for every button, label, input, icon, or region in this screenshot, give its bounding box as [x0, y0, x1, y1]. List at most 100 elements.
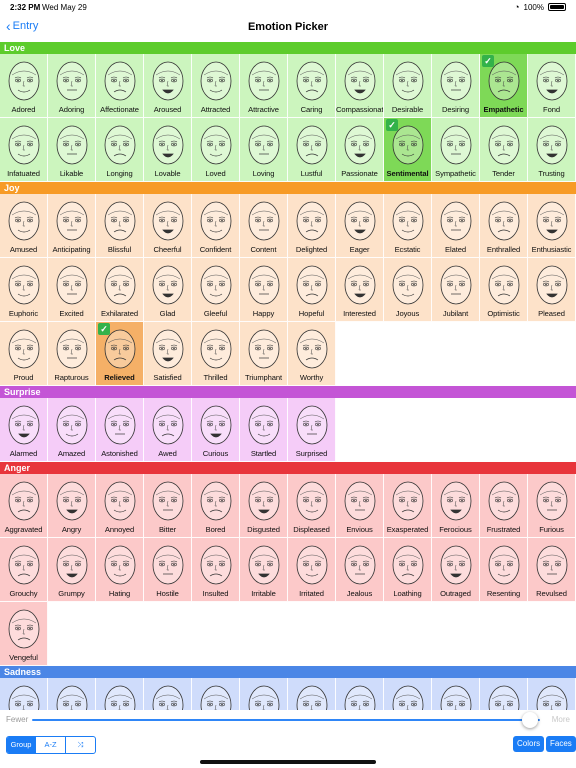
emotion-cell[interactable] [288, 678, 336, 710]
emotion-cell-excited[interactable]: Excited [48, 258, 96, 322]
az-segment[interactable]: A-Z [36, 737, 66, 753]
emotion-cell-caring[interactable]: Caring [288, 54, 336, 118]
emotion-cell-startled[interactable]: Startled [240, 398, 288, 462]
emotion-cell-hostile[interactable]: Hostile [144, 538, 192, 602]
emotion-cell-rapturous[interactable]: Rapturous [48, 322, 96, 386]
emotion-cell-bored[interactable]: Bored [192, 474, 240, 538]
emotion-cell-worthy[interactable]: Worthy [288, 322, 336, 386]
slider-track[interactable] [32, 719, 540, 721]
emotion-cell-thrilled[interactable]: Thrilled [192, 322, 240, 386]
emotion-cell-bitter[interactable]: Bitter [144, 474, 192, 538]
emotion-cell-displeased[interactable]: Displeased [288, 474, 336, 538]
emotion-cell-tender[interactable]: Tender [480, 118, 528, 182]
emotion-cell-hating[interactable]: Hating [96, 538, 144, 602]
emotion-cell-hopeful[interactable]: Hopeful [288, 258, 336, 322]
emotion-cell[interactable] [96, 678, 144, 710]
emotion-cell-sympathetic[interactable]: Sympathetic [432, 118, 480, 182]
emotion-cell-exasperated[interactable]: Exasperated [384, 474, 432, 538]
emotion-cell-elated[interactable]: Elated [432, 194, 480, 258]
emotion-cell-insulted[interactable]: Insulted [192, 538, 240, 602]
emotion-cell-curious[interactable]: Curious [192, 398, 240, 462]
emotion-cell-eager[interactable]: Eager [336, 194, 384, 258]
emotion-cell-euphoric[interactable]: Euphoric [0, 258, 48, 322]
emotion-cell-affectionate[interactable]: Affectionate [96, 54, 144, 118]
emotion-cell-optimistic[interactable]: Optimistic [480, 258, 528, 322]
emotion-cell-content[interactable]: Content [240, 194, 288, 258]
emotion-cell-attracted[interactable]: Attracted [192, 54, 240, 118]
emotion-cell-satisfied[interactable]: Satisfied [144, 322, 192, 386]
emotion-cell-aroused[interactable]: Aroused [144, 54, 192, 118]
emotion-cell-empathetic[interactable]: ✓ Empathetic [480, 54, 528, 118]
emotion-cell[interactable] [384, 678, 432, 710]
emotion-cell[interactable] [480, 678, 528, 710]
emotion-cell-proud[interactable]: Proud [0, 322, 48, 386]
emotion-cell-pleased[interactable]: Pleased [528, 258, 576, 322]
emotion-cell-blissful[interactable]: Blissful [96, 194, 144, 258]
emotion-cell-exhilarated[interactable]: Exhilarated [96, 258, 144, 322]
emotion-cell-furious[interactable]: Furious [528, 474, 576, 538]
emotion-cell[interactable] [432, 678, 480, 710]
slider-thumb[interactable] [521, 712, 538, 728]
emotion-cell-jealous[interactable]: Jealous [336, 538, 384, 602]
emotion-cell[interactable] [0, 678, 48, 710]
emotion-cell[interactable] [240, 678, 288, 710]
emotion-cell-lovable[interactable]: Lovable [144, 118, 192, 182]
colors-button[interactable]: Colors [513, 736, 545, 752]
emotion-cell-annoyed[interactable]: Annoyed [96, 474, 144, 538]
emotion-cell[interactable] [192, 678, 240, 710]
emotion-cell[interactable] [528, 678, 576, 710]
emotion-cell-delighted[interactable]: Delighted [288, 194, 336, 258]
emotion-cell[interactable] [336, 678, 384, 710]
emotion-cell-interested[interactable]: Interested [336, 258, 384, 322]
emotion-cell-infatuated[interactable]: Infatuated [0, 118, 48, 182]
emotion-cell-gleeful[interactable]: Gleeful [192, 258, 240, 322]
emotion-cell-likable[interactable]: Likable [48, 118, 96, 182]
emotion-cell[interactable] [144, 678, 192, 710]
emotion-cell-resenting[interactable]: Resenting [480, 538, 528, 602]
emotion-cell-happy[interactable]: Happy [240, 258, 288, 322]
emotion-cell-sentimental[interactable]: ✓ Sentimental [384, 118, 432, 182]
emotion-cell-amazed[interactable]: Amazed [48, 398, 96, 462]
emotion-cell-awed[interactable]: Awed [144, 398, 192, 462]
emotion-cell-joyous[interactable]: Joyous [384, 258, 432, 322]
emotion-cell-jubilant[interactable]: Jubilant [432, 258, 480, 322]
emotion-cell-anticipating[interactable]: Anticipating [48, 194, 96, 258]
emotion-cell-enthusiastic[interactable]: Enthusiastic [528, 194, 576, 258]
emotion-cell-adored[interactable]: Adored [0, 54, 48, 118]
emotion-cell-loving[interactable]: Loving [240, 118, 288, 182]
emotion-cell-astonished[interactable]: Astonished [96, 398, 144, 462]
emotion-cell-irritated[interactable]: Irritated [288, 538, 336, 602]
emotion-cell-enthralled[interactable]: Enthralled [480, 194, 528, 258]
emotion-cell-adoring[interactable]: Adoring [48, 54, 96, 118]
emotion-cell-frustrated[interactable]: Frustrated [480, 474, 528, 538]
emotion-cell-desirable[interactable]: Desirable [384, 54, 432, 118]
emotion-list[interactable]: Love Adored Adoring Affectionate Aroused Attr… [0, 42, 576, 710]
back-button[interactable]: ‹ Entry [6, 19, 38, 33]
emotion-cell-grouchy[interactable]: Grouchy [0, 538, 48, 602]
emotion-cell-envious[interactable]: Envious [336, 474, 384, 538]
emotion-cell-longing[interactable]: Longing [96, 118, 144, 182]
emotion-cell[interactable] [48, 678, 96, 710]
emotion-cell-loved[interactable]: Loved [192, 118, 240, 182]
emotion-cell-loathing[interactable]: Loathing [384, 538, 432, 602]
emotion-cell-disgusted[interactable]: Disgusted [240, 474, 288, 538]
faces-button[interactable]: Faces [546, 736, 576, 752]
emotion-cell-surprised[interactable]: Surprised [288, 398, 336, 462]
emotion-cell-grumpy[interactable]: Grumpy [48, 538, 96, 602]
emotion-cell-desiring[interactable]: Desiring [432, 54, 480, 118]
shuffle-segment[interactable]: ⤨ [66, 737, 95, 753]
emotion-cell-compassionate[interactable]: Compassionate [336, 54, 384, 118]
emotion-cell-irritable[interactable]: Irritable [240, 538, 288, 602]
emotion-cell-angry[interactable]: Angry [48, 474, 96, 538]
emotion-cell-amused[interactable]: Amused [0, 194, 48, 258]
emotion-cell-fond[interactable]: Fond [528, 54, 576, 118]
emotion-cell-attractive[interactable]: Attractive [240, 54, 288, 118]
emotion-cell-cheerful[interactable]: Cheerful [144, 194, 192, 258]
emotion-cell-vengeful[interactable]: Vengeful [0, 602, 48, 666]
emotion-cell-aggravated[interactable]: Aggravated [0, 474, 48, 538]
emotion-cell-triumphant[interactable]: Triumphant [240, 322, 288, 386]
emotion-cell-passionate[interactable]: Passionate [336, 118, 384, 182]
emotion-cell-relieved[interactable]: ✓ Relieved [96, 322, 144, 386]
emotion-cell-confident[interactable]: Confident [192, 194, 240, 258]
emotion-cell-glad[interactable]: Glad [144, 258, 192, 322]
